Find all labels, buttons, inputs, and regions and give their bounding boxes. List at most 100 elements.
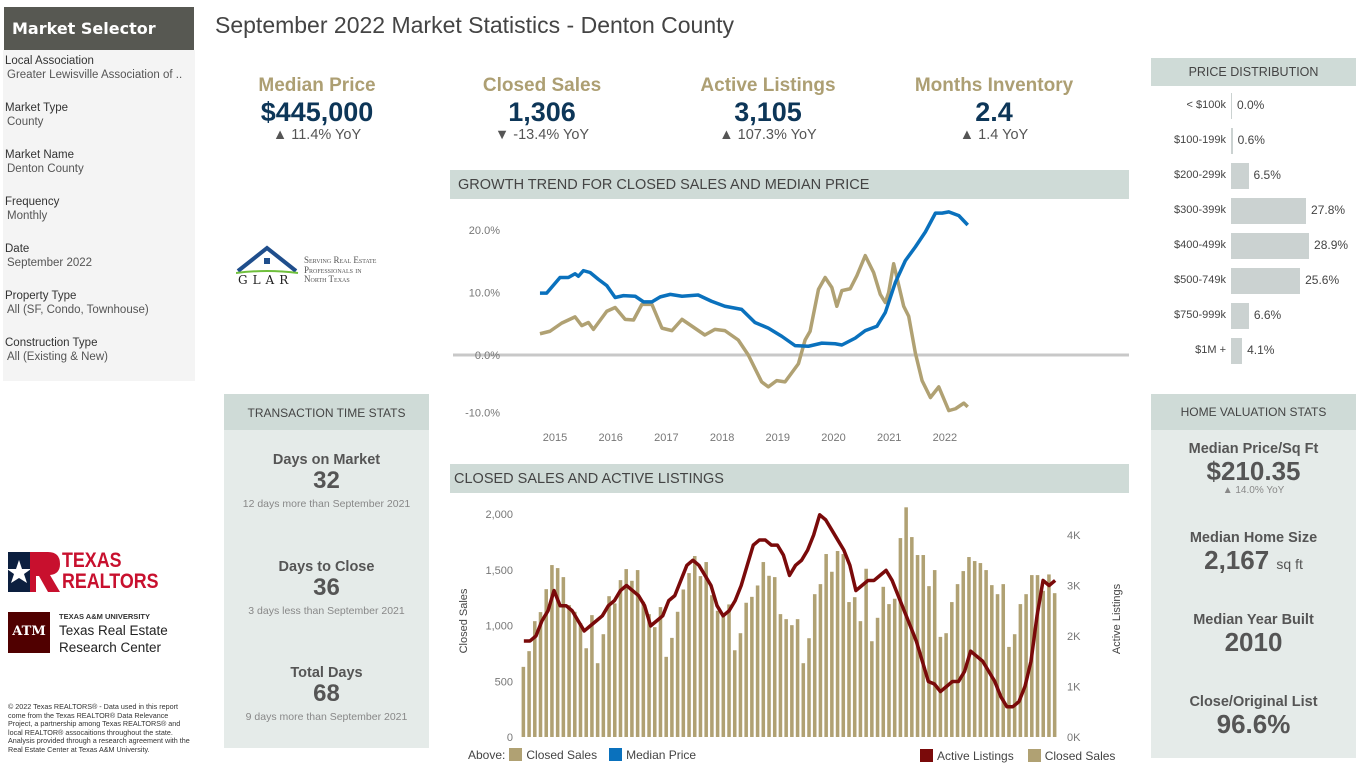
closed-sales-bar <box>710 595 714 737</box>
legend-above: Above: Closed Sales Median Price <box>468 748 696 762</box>
legend-swatch-active-listings <box>920 749 933 762</box>
closed-sales-bar <box>830 571 834 737</box>
stat-label: Days on Market <box>272 452 381 468</box>
closed-sales-bar <box>875 617 880 737</box>
price-distribution-row: $400-499k 28.9% <box>1150 233 1366 259</box>
closed-sales-bar <box>567 605 571 737</box>
tamu-center: Texas Real Estate <box>59 623 168 638</box>
valuation-value: 2,167 <box>1204 545 1270 575</box>
y-tick-label: 1,000 <box>485 621 513 633</box>
legend-swatch-closed-sales <box>1027 749 1041 762</box>
price-range-label: $200-299k <box>1174 169 1226 181</box>
y-tick-label: 500 <box>495 676 513 688</box>
closed-sales-bar <box>550 565 554 737</box>
legend-swatch-closed-sales <box>509 748 523 761</box>
legend-swatch-median-price <box>609 748 623 761</box>
x-tick-label: 2015 <box>543 432 567 444</box>
price-distribution-value: 0.6% <box>1237 133 1265 147</box>
closed-sales-bar <box>647 614 651 737</box>
kpi-change: ▲ 11.4% YoY <box>272 127 362 143</box>
kpi-change: ▲ 107.3% YoY <box>719 127 817 143</box>
legend-item: Median Price <box>626 748 697 762</box>
closed-sales-bar <box>784 619 788 737</box>
valuation-label: Median Year Built <box>1193 612 1314 628</box>
closed-sales-bar <box>573 611 577 737</box>
x-tick-label: 2017 <box>654 432 678 444</box>
closed-sales-bar <box>607 596 611 737</box>
kpi-label: Months Inventory <box>914 75 1074 96</box>
closed-sales-bar <box>744 602 748 737</box>
stat-note: 12 days more than September 2021 <box>242 498 411 510</box>
closed-sales-bar <box>521 666 526 737</box>
y2-tick-label: 1K <box>1067 682 1081 694</box>
stat-days-to-close: Days to Close 36 3 days less than Septembe… <box>224 559 429 617</box>
closed-sales-bar <box>972 561 977 737</box>
closed-sales-bar <box>978 563 983 737</box>
closed-sales-bar <box>613 603 617 737</box>
transaction-stats-title: TRANSACTION TIME STATS <box>224 394 429 430</box>
closed-sales-bar <box>601 634 606 737</box>
closed-sales-bar <box>641 601 646 737</box>
closed-sales-bar <box>1001 584 1006 737</box>
closed-sales-bar <box>904 507 908 737</box>
closed-sales-bar <box>670 637 674 737</box>
y-tick-label: 0 <box>507 732 513 744</box>
price-distribution-row: < $100k 0.0% <box>1150 93 1366 119</box>
price-distribution-value: 25.6% <box>1305 273 1340 287</box>
tamu-logo: ATM TEXAS A&M UNIVERSITY Texas Real Esta… <box>8 611 193 656</box>
x-tick-label: 2022 <box>933 432 957 444</box>
valuation-value: 96.6% <box>1216 709 1291 739</box>
filter-label: Local Association <box>5 55 94 67</box>
star-r-icon <box>8 552 60 592</box>
closed-sales-bar <box>887 604 891 737</box>
stat-value: 68 <box>313 680 340 707</box>
valuation-note: ▲ 14.0% YoY <box>1222 485 1285 496</box>
filter-value: County <box>7 116 44 128</box>
filter-value: All (SF, Condo, Townhouse) <box>7 304 149 316</box>
closed-sales-bar <box>630 580 634 737</box>
page-title: September 2022 Market Statistics - Dento… <box>215 12 735 38</box>
closed-sales-bar <box>1012 634 1017 737</box>
price-distribution-bar <box>1231 268 1301 294</box>
y2-tick-label: 2K <box>1067 631 1081 643</box>
tamu-monogram: ATM <box>8 612 50 653</box>
closed-sales-bar <box>835 551 840 737</box>
closed-sales-bar <box>538 612 543 737</box>
closed-sales-bar <box>721 615 726 737</box>
closed-sales-bar <box>715 610 720 737</box>
closed-sales-bar <box>1007 646 1011 737</box>
valuation-value: $210.35 <box>1206 456 1301 486</box>
filter-value: All (Existing & New) <box>7 351 108 363</box>
legend-above-label: Above: <box>468 748 506 762</box>
y-axis-label: Closed Sales <box>458 588 470 653</box>
stat-label: Total Days <box>290 665 363 681</box>
transaction-stats-panel: Days on Market 32 12 days more than Septem… <box>224 430 429 748</box>
closed-sales-bar <box>635 570 640 737</box>
closed-sales-bar <box>652 627 657 737</box>
price-range-label: < $100k <box>1186 99 1226 111</box>
filter-value: September 2022 <box>7 257 93 269</box>
closed-sales-bar <box>841 554 846 737</box>
legend-right: Active Listings Closed Sales <box>916 749 1115 763</box>
closed-sales-bar <box>624 569 628 737</box>
closed-sales-bar <box>727 604 731 737</box>
kpi-label: Median Price <box>258 75 376 96</box>
valuation-label: Median Home Size <box>1189 530 1318 546</box>
closed-sales-bar <box>995 594 1000 737</box>
closed-sales-bar <box>795 619 800 737</box>
market-selector-panel: Local Association Greater Lewisville Asso… <box>3 50 195 381</box>
filter-label: Market Type <box>5 102 69 114</box>
stat-days-on-market: Days on Market 32 12 days more than Septem… <box>224 452 429 510</box>
x-tick-label: 2019 <box>766 432 790 444</box>
closed-sales-bar <box>675 611 680 737</box>
kpi-value: 1,306 <box>508 97 576 127</box>
valuation-year-built: Median Year Built 2010 <box>1151 612 1356 656</box>
closed-sales-bar <box>544 589 548 737</box>
price-distribution-row: $1M + 4.1% <box>1150 338 1366 364</box>
closed-sales-bar <box>870 641 874 737</box>
closed-sales-bar <box>750 596 754 737</box>
closed-sales-bar <box>950 602 954 737</box>
closed-sales-bar <box>847 602 851 737</box>
y-tick-label: 10.0% <box>469 288 500 300</box>
closed-sales-bar <box>818 584 823 737</box>
